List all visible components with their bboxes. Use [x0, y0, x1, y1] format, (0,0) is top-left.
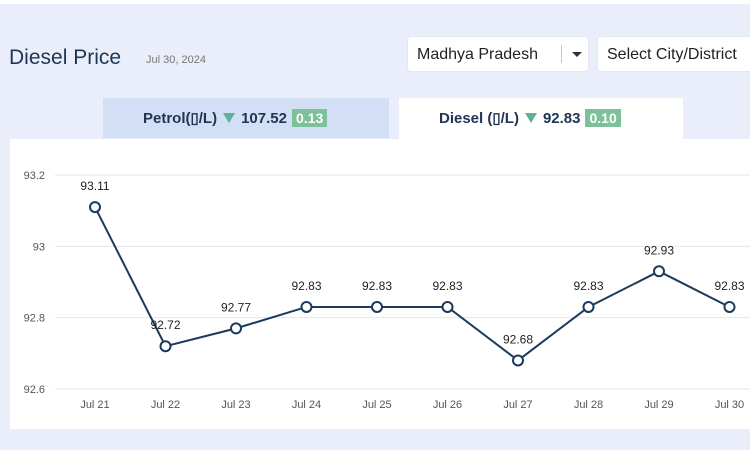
chevron-down-icon[interactable] — [570, 45, 584, 63]
data-label: 92.83 — [291, 279, 321, 293]
state-select-value: Madhya Pradesh — [417, 46, 538, 63]
tab-diesel-price: 92.83 — [542, 109, 581, 127]
y-tick-label: 92.6 — [24, 384, 45, 396]
page-title: Diesel Price — [9, 46, 122, 69]
data-label: 93.11 — [80, 179, 109, 193]
data-label: 92.83 — [714, 279, 744, 293]
data-label: 92.72 — [150, 318, 180, 332]
tab-diesel-label: Diesel (▯/L) — [439, 110, 519, 127]
x-tick-label: Jul 24 — [292, 399, 321, 411]
data-point — [230, 322, 242, 335]
data-point — [582, 300, 595, 313]
city-select-value: Select City/District — [607, 46, 737, 63]
x-tick-label: Jul 22 — [151, 399, 180, 411]
series-line — [94, 206, 730, 362]
data-point — [512, 354, 524, 367]
x-tick-label: Jul 23 — [221, 399, 250, 411]
state-select[interactable]: Madhya Pradesh — [408, 37, 588, 71]
x-tick-label: Jul 26 — [433, 399, 462, 411]
data-point — [159, 340, 172, 353]
header: Diesel Price Jul 30, 2024 Madhya Pradesh… — [0, 4, 750, 98]
data-label: 92.93 — [644, 243, 674, 257]
data-label: 92.68 — [503, 332, 533, 346]
y-tick-label: 92.8 — [24, 313, 45, 325]
price-down-icon — [223, 113, 236, 123]
tab-petrol-change-badge: 0.13 — [291, 109, 328, 127]
data-label: 92.83 — [362, 279, 392, 293]
data-point — [300, 300, 313, 313]
tab-petrol-label: Petrol(▯/L) — [143, 110, 218, 127]
y-tick-label: 93.2 — [24, 170, 45, 182]
tab-petrol-price: 107.52 — [241, 109, 287, 127]
data-point — [653, 265, 665, 278]
tab-petrol[interactable]: Petrol(▯/L) 107.52 0.13 — [103, 98, 389, 138]
x-tick-label: Jul 30 — [715, 399, 744, 411]
data-label: 92.83 — [573, 279, 603, 293]
data-point — [723, 300, 736, 313]
x-tick-label: Jul 25 — [362, 399, 391, 411]
tab-diesel-change-badge: 0.10 — [585, 109, 621, 127]
x-tick-label: Jul 29 — [644, 399, 673, 411]
x-tick-label: Jul 27 — [503, 399, 532, 411]
city-select[interactable]: Select City/District — [598, 37, 750, 71]
data-point — [89, 201, 101, 214]
top-strip — [0, 0, 750, 4]
data-label: 92.83 — [432, 279, 462, 293]
tab-diesel[interactable]: Diesel (▯/L) 92.83 0.10 — [399, 98, 683, 140]
select-separator — [561, 45, 562, 63]
x-tick-label: Jul 28 — [574, 399, 603, 411]
price-down-icon — [524, 113, 537, 123]
data-point — [371, 300, 383, 313]
data-label: 92.77 — [221, 300, 251, 314]
y-tick-label: 93 — [33, 241, 45, 253]
x-tick-label: Jul 21 — [80, 399, 109, 411]
page-date: Jul 30, 2024 — [146, 54, 206, 66]
data-point — [441, 300, 454, 313]
